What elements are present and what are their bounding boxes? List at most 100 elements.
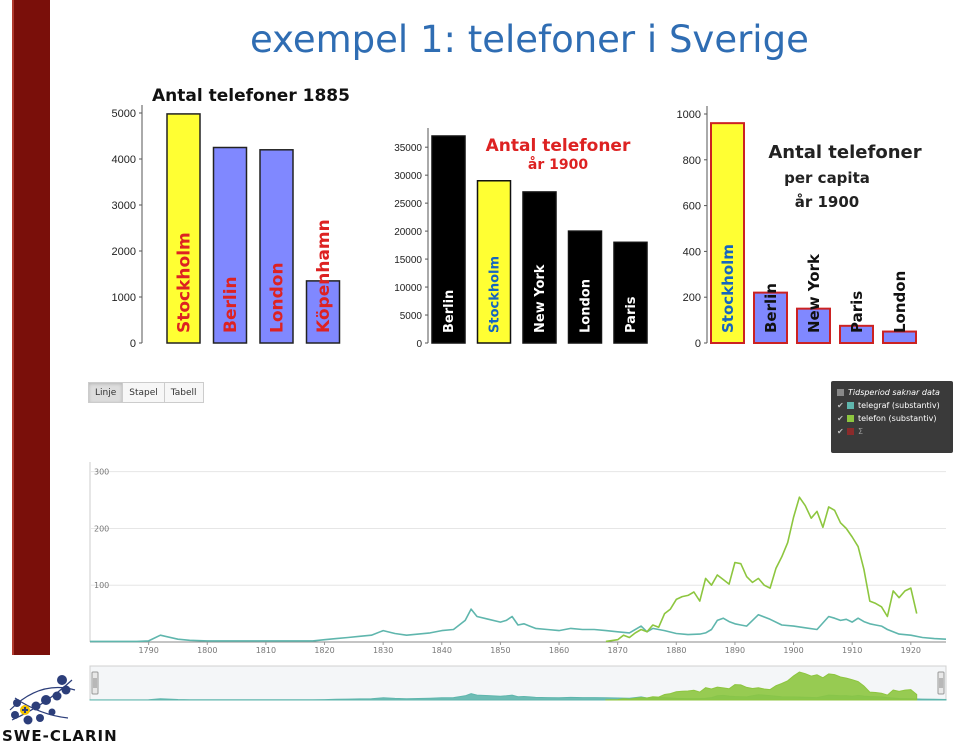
bar-category-label: London <box>268 262 288 333</box>
y-tick-label: 3000 <box>112 200 136 212</box>
ts-x-tick-label: 1840 <box>432 646 452 655</box>
chart-subtitle: per capita <box>784 169 870 187</box>
bar <box>567 230 603 344</box>
checkmark-icon: ✔ <box>837 427 844 436</box>
y-tick-label: 600 <box>683 201 701 213</box>
bar-category-label: Stockholm <box>488 256 503 333</box>
legend-header: Tidsperiod saknar data <box>837 386 947 399</box>
bar <box>522 191 557 344</box>
bar-category-label: New York <box>533 264 548 333</box>
legend-label: Σ <box>858 427 864 436</box>
legend-label: telegraf (substantiv) <box>858 401 940 410</box>
bar <box>476 180 512 344</box>
bar-category-label: Köpenhamn <box>314 219 334 333</box>
bar-chart: 0 1000 2000 3000 4000 5000 Stockholm Berlin Lond… <box>112 86 350 350</box>
ts-y-tick-label: 200 <box>94 524 109 533</box>
bar <box>259 149 294 344</box>
bar-category-label: Stockholm <box>719 244 737 333</box>
chart-panel-per-capita: 0 200 400 600 800 1000 Stockholm Berlin New York… <box>665 98 935 350</box>
ts-x-tick-label: 1800 <box>197 646 217 655</box>
ts-x-tick-label: 1860 <box>549 646 569 655</box>
bar-chart: 0 200 400 600 800 1000 Stockholm Berlin New York… <box>677 106 922 350</box>
ts-x-tick-label: 1820 <box>314 646 334 655</box>
legend-swatch <box>847 402 854 409</box>
ts-x-tick-label: 1830 <box>373 646 393 655</box>
y-tick-label: 2000 <box>112 246 136 258</box>
tab-tabell[interactable]: Tabell <box>163 382 204 403</box>
tab-linje[interactable]: Linje <box>88 382 124 403</box>
ts-x-tick-label: 1890 <box>725 646 745 655</box>
checkmark-icon: ✔ <box>837 401 844 410</box>
slide-title: exempel 1: telefoner i Sverige <box>250 18 809 61</box>
navigator-area <box>605 671 918 701</box>
legend-item-telegraf[interactable]: ✔ telegraf (substantiv) <box>837 399 947 412</box>
bar <box>882 330 917 345</box>
navigator-handle[interactable] <box>937 671 945 695</box>
chart-panel-1885: 0 1000 2000 3000 4000 5000 Stockholm Berlin Lond… <box>100 78 370 350</box>
range-navigator[interactable] <box>84 662 954 704</box>
slide-accent-bar <box>12 0 50 655</box>
checkmark-icon: ✔ <box>837 414 844 423</box>
ts-series-line <box>605 496 918 643</box>
legend-item-telefon[interactable]: ✔ telefon (substantiv) <box>837 412 947 425</box>
ts-x-tick-label: 1790 <box>138 646 158 655</box>
chart-panel-1900: 0 5000 10000 15000 20000 25000 30000 35000 Berli… <box>380 118 655 350</box>
logo-wordmark: SWE-CLARIN <box>2 727 118 745</box>
chart-title: Antal telefoner <box>486 136 631 156</box>
bar <box>753 291 788 344</box>
bar-category-label: London <box>891 271 909 333</box>
legend-swatch <box>847 415 854 422</box>
bar-category-label: New York <box>805 253 823 333</box>
y-tick-label: 30000 <box>394 171 422 182</box>
bar <box>710 122 745 344</box>
ts-y-tick-label: 100 <box>94 581 109 590</box>
y-tick-label: 5000 <box>400 311 423 322</box>
ts-x-tick-label: 1900 <box>783 646 803 655</box>
chart-subtitle: år 1900 <box>528 156 588 173</box>
ts-x-tick-label: 1880 <box>666 646 686 655</box>
y-tick-label: 200 <box>683 292 701 304</box>
ts-x-tick-label: 1920 <box>901 646 921 655</box>
legend-header-swatch <box>837 389 844 396</box>
bar <box>431 135 466 344</box>
bar <box>613 241 648 344</box>
y-tick-label: 1000 <box>112 292 136 304</box>
legend-header-label: Tidsperiod saknar data <box>848 388 940 397</box>
ts-series-line <box>90 608 947 643</box>
ts-x-tick-label: 1850 <box>490 646 510 655</box>
bar-category-label: Paris <box>624 296 639 333</box>
y-tick-label: 5000 <box>112 108 136 120</box>
bar <box>305 280 341 344</box>
y-tick-label: 1000 <box>677 109 701 121</box>
y-tick-label: 0 <box>416 339 422 350</box>
bar <box>166 113 201 344</box>
swe-clarin-logo <box>9 675 76 725</box>
y-tick-label: 0 <box>130 338 136 350</box>
bar-category-label: Stockholm <box>175 232 195 333</box>
bar-chart: 0 5000 10000 15000 20000 25000 30000 35000 Berli… <box>394 128 648 350</box>
ts-y-tick-label: 300 <box>94 468 109 477</box>
bar-category-label: Berlin <box>442 290 457 333</box>
bar <box>839 324 874 344</box>
y-tick-label: 400 <box>683 246 701 258</box>
chart-subtitle-2: år 1900 <box>795 193 860 211</box>
y-tick-label: 800 <box>683 155 701 167</box>
series-legend: Tidsperiod saknar data ✔ telegraf (subst… <box>831 381 953 453</box>
chart-title: Antal telefoner <box>768 142 921 163</box>
ts-x-tick-label: 1810 <box>256 646 276 655</box>
bar-category-label: London <box>579 279 594 333</box>
ts-x-tick-label: 1870 <box>607 646 627 655</box>
tab-stapel[interactable]: Stapel <box>122 382 165 403</box>
view-tabs: Linje Stapel Tabell <box>88 382 204 403</box>
y-tick-label: 0 <box>695 338 701 350</box>
y-tick-label: 10000 <box>394 283 422 294</box>
legend-label: telefon (substantiv) <box>858 414 937 423</box>
navigator-handle[interactable] <box>91 671 99 695</box>
bar <box>796 307 831 344</box>
bar <box>212 146 248 344</box>
bar-category-label: Berlin <box>221 276 241 333</box>
y-tick-label: 20000 <box>394 227 422 238</box>
bar-category-label: Paris <box>848 291 866 333</box>
legend-item-sum[interactable]: ✔ Σ <box>837 425 947 438</box>
ts-x-tick-label: 1910 <box>842 646 862 655</box>
